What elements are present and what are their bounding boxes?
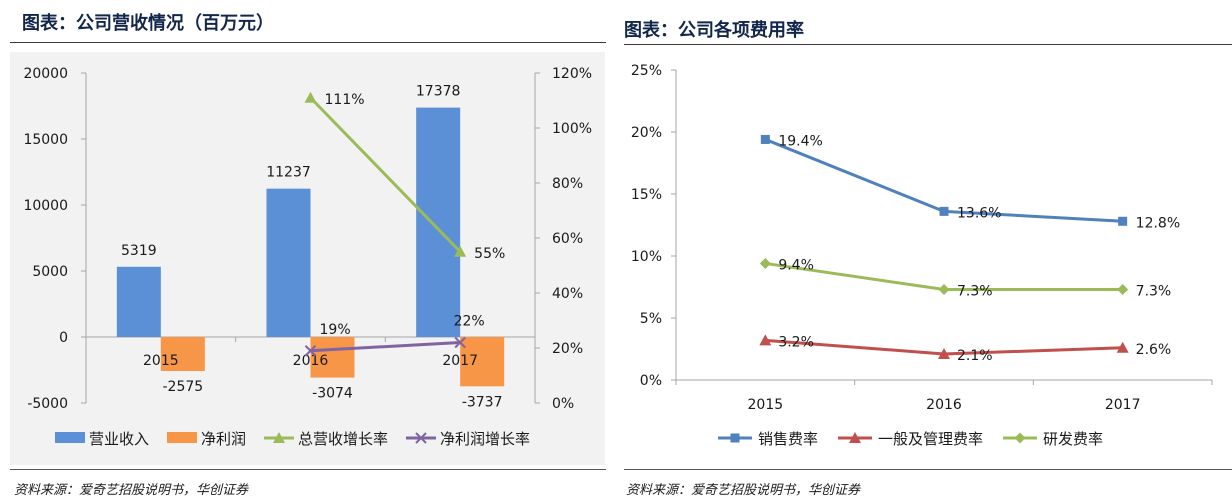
legend-label: 总营收增长率 (298, 430, 388, 448)
left-axis-tick-label: 5000 (32, 264, 68, 280)
legend-swatch-净利润 (167, 432, 197, 443)
right-source-rule (624, 469, 1232, 470)
legend-label: 净利润 (201, 430, 246, 448)
y-axis-tick-label: 0% (640, 373, 662, 389)
line-data-label: 111% (325, 92, 365, 108)
bar-净利润-2015 (160, 337, 205, 371)
bar-营业收入-2016 (266, 188, 311, 337)
right-axis-tick-label: 80% (552, 176, 583, 192)
legend-label: 研发费率 (1043, 430, 1103, 448)
line-marker-研发费率 (938, 283, 950, 295)
left-source-text: 资料来源：爱奇艺招股说明书，华创证券 (14, 483, 249, 498)
left-chart-title: 图表：公司营收情况（百万元） (22, 13, 274, 34)
line-data-label: 55% (474, 246, 505, 262)
y-axis-tick-label: 20% (631, 125, 662, 141)
right-source-text: 资料来源：爱奇艺招股说明书，华创证券 (626, 483, 861, 498)
right-chart-title: 图表：公司各项费用率 (624, 20, 804, 41)
y-axis-tick-label: 25% (631, 63, 662, 79)
bar-data-label: 17378 (416, 84, 461, 100)
line-marker-研发费率 (1117, 283, 1129, 295)
right-chart-svg: 0% 5% 10% 15% 20% 25% 2015 2016 2017 19.4% 13.6% 12… (631, 63, 1213, 448)
x-axis-category-label: 2015 (748, 397, 784, 413)
line-data-label: 7.3% (1136, 283, 1172, 299)
line-data-label: 19% (320, 322, 351, 338)
right-axis-tick-label: 100% (552, 121, 592, 137)
line-marker-销售费率 (760, 134, 770, 144)
line-marker-一般及管理费率 (1116, 341, 1129, 353)
line-marker-研发费率 (759, 257, 771, 269)
x-axis-category-label: 2017 (442, 353, 478, 369)
left-axis-tick-label: 0 (59, 330, 68, 346)
line-marker-销售费率 (939, 206, 949, 216)
bar-data-label: 5319 (121, 243, 157, 259)
line-marker-一般及管理费率 (938, 347, 950, 359)
bar-data-label: -3074 (312, 386, 353, 402)
right-axis-tick-label: 20% (552, 341, 583, 357)
left-axis-tick-label: 20000 (23, 66, 68, 82)
bar-净利润-2017 (460, 337, 505, 387)
right-title-rule (624, 44, 1232, 45)
left-title-rule (10, 42, 606, 43)
line-data-label: 9.4% (778, 257, 814, 273)
line-data-label: 3.2% (778, 334, 814, 350)
right-axis-tick-label: 40% (552, 286, 583, 302)
bar-净利润-2016 (310, 337, 355, 378)
left-axis-tick-label: 15000 (23, 132, 68, 148)
line-data-label: 22% (454, 314, 485, 330)
line-data-label: 13.6% (957, 205, 1001, 221)
x-axis-category-label: 2017 (1105, 397, 1141, 413)
legend-marker-一般及管理费率 (849, 432, 861, 443)
line-data-label: 19.4% (778, 133, 822, 149)
line-marker-总营收增长率 (454, 245, 467, 257)
right-chart-panel: 图表：公司各项费用率 0% 5% 10% 15% 20% 25% 2015 2016 2017 1… (618, 0, 1232, 503)
left-axis-tick-label: 10000 (23, 198, 68, 214)
line-总营收增长率 (309, 96, 462, 253)
left-source-rule (10, 469, 606, 470)
line-marker-净利润增长率 (454, 336, 466, 349)
legend-label: 营业收入 (89, 430, 149, 448)
legend-swatch-营业收入 (55, 432, 85, 443)
line-marker-一般及管理费率 (759, 334, 772, 346)
legend-marker-净利润增长率 (415, 432, 427, 444)
left-chart-svg: -5000 0 5000 10000 15000 20000 0% 20% 40% 60% 80% 1… (23, 66, 592, 448)
left-chart-panel: 图表：公司营收情况（百万元） -5000 0 5000 10000 15000 20000… (0, 0, 610, 503)
line-data-label: 2.1% (957, 348, 993, 364)
line-data-label: 7.3% (957, 283, 993, 299)
line-data-label: 12.8% (1136, 215, 1180, 231)
line-data-label: 2.6% (1136, 342, 1172, 358)
bar-data-label: -2575 (162, 379, 203, 395)
line-marker-净利润增长率 (304, 345, 317, 357)
legend-marker-研发费率 (1014, 432, 1026, 444)
right-axis-tick-label: 0% (552, 396, 574, 412)
x-axis-category-label: 2016 (926, 397, 962, 413)
line-marker-总营收增长率 (304, 91, 317, 103)
y-axis-tick-label: 5% (640, 311, 662, 327)
x-axis-category-label: 2015 (143, 353, 179, 369)
x-axis-category-label: 2016 (293, 353, 329, 369)
legend-label: 销售费率 (758, 430, 818, 448)
bar-营业收入-2015 (116, 266, 161, 337)
left-axis-tick-label: -5000 (27, 396, 68, 412)
legend-marker-总营收增长率 (273, 432, 285, 443)
right-axis-tick-label: 60% (552, 231, 583, 247)
bar-data-label: -3737 (462, 394, 503, 410)
y-axis-tick-label: 10% (631, 249, 662, 265)
line-净利润增长率 (310, 341, 461, 353)
bar-营业收入-2017 (416, 107, 461, 337)
right-axis-tick-label: 120% (552, 66, 592, 82)
y-axis-tick-label: 15% (631, 187, 662, 203)
legend-marker-销售费率 (730, 433, 740, 443)
legend-label: 一般及管理费率 (878, 430, 983, 448)
bar-data-label: 11237 (266, 165, 311, 181)
line-marker-销售费率 (1118, 216, 1128, 226)
legend-label: 净利润增长率 (440, 430, 530, 448)
